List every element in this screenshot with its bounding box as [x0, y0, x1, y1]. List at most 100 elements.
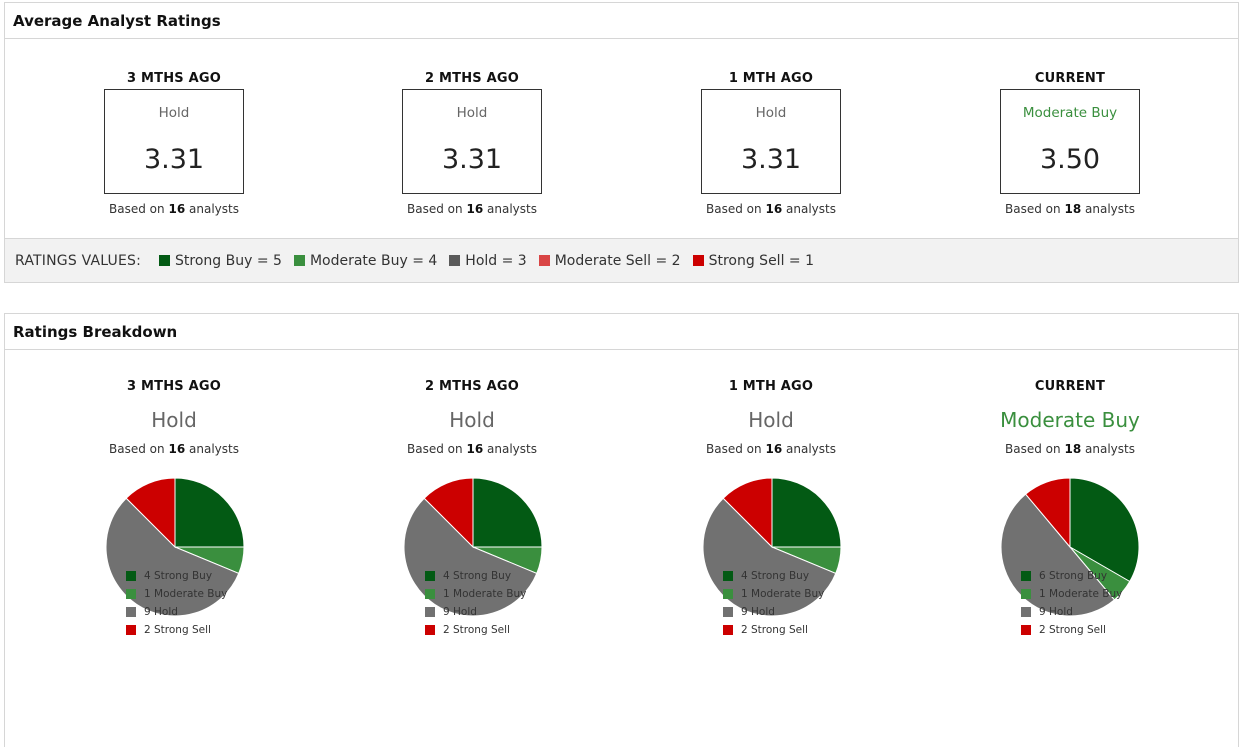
pie-legend-item: 1 Moderate Buy: [1021, 585, 1122, 603]
pie-slice-strong-buy[interactable]: [472, 477, 543, 548]
avg-rating-box: Hold 3.31: [402, 89, 542, 194]
pie-slice-strong-buy[interactable]: [174, 477, 245, 548]
pie-legend-item: 4 Strong Buy: [425, 567, 526, 585]
swatch-icon: [425, 625, 435, 635]
pie-legend-item: 6 Strong Buy: [1021, 567, 1122, 585]
ratings-breakdown-panel: Ratings Breakdown 3 MTHS AGO Hold Based …: [4, 313, 1239, 747]
pie-chart-3-months: [105, 477, 245, 617]
pie-slice-strong-buy[interactable]: [771, 477, 842, 548]
avg-period-label: 1 MTH AGO: [728, 71, 814, 86]
avg-rating-label: Hold: [755, 105, 787, 121]
brk-rating-label: Moderate Buy: [1000, 408, 1140, 432]
pie-chart-1-month: [702, 477, 842, 617]
swatch-icon: [159, 255, 171, 266]
brk-col-2-months: 2 MTHS AGO Hold Based on 16 analysts: [352, 379, 592, 456]
pie-legend-item: 2 Strong Sell: [1021, 621, 1122, 639]
pie-legend-item: 4 Strong Buy: [126, 567, 227, 585]
avg-rating-value: 3.31: [740, 144, 802, 175]
avg-based-on: Based on 16 analysts: [706, 202, 836, 216]
pie-legend-1-month: 4 Strong Buy 1 Moderate Buy 9 Hold 2 Str…: [723, 567, 824, 639]
pie-slice-strong-sell[interactable]: [722, 477, 773, 549]
swatch-icon: [723, 625, 733, 635]
avg-rating-value: 3.50: [1039, 144, 1101, 175]
average-ratings-title: Average Analyst Ratings: [5, 3, 1238, 39]
pie-legend-item: 2 Strong Sell: [723, 621, 824, 639]
brk-based-on: Based on 18 analysts: [1005, 442, 1135, 456]
brk-col-current: CURRENT Moderate Buy Based on 18 analyst…: [950, 379, 1190, 456]
swatch-icon: [126, 607, 136, 617]
legend-strong-sell: Strong Sell = 1: [692, 253, 814, 269]
swatch-icon: [126, 625, 136, 635]
swatch-icon: [692, 255, 704, 266]
avg-col-3-months: 3 MTHS AGO Hold 3.31 Based on 16 analyst…: [64, 71, 284, 216]
pie-slice-hold[interactable]: [1000, 493, 1116, 617]
legend-moderate-sell: Moderate Sell = 2: [538, 253, 681, 269]
brk-period-label: 1 MTH AGO: [728, 379, 814, 394]
pie-slice-hold[interactable]: [105, 497, 240, 617]
brk-col-1-month: 1 MTH AGO Hold Based on 16 analysts: [651, 379, 891, 456]
pie-slice-hold[interactable]: [702, 497, 837, 617]
brk-based-on: Based on 16 analysts: [407, 442, 537, 456]
pie-slice-strong-sell[interactable]: [423, 477, 474, 549]
brk-rating-label: Hold: [449, 408, 495, 432]
pie-legend-2-months: 4 Strong Buy 1 Moderate Buy 9 Hold 2 Str…: [425, 567, 526, 639]
pie-svg: [1000, 477, 1140, 617]
pie-slice-strong-sell[interactable]: [1024, 477, 1071, 549]
swatch-icon: [425, 607, 435, 617]
pie-chart-current: [1000, 477, 1140, 617]
avg-period-label: 2 MTHS AGO: [425, 71, 519, 86]
pie-legend-item: 1 Moderate Buy: [425, 585, 526, 603]
swatch-icon: [723, 571, 733, 581]
brk-period-label: 2 MTHS AGO: [425, 379, 519, 394]
brk-based-on: Based on 16 analysts: [109, 442, 239, 456]
brk-period-label: 3 MTHS AGO: [127, 379, 221, 394]
pie-slice-hold[interactable]: [403, 497, 538, 617]
avg-period-label: CURRENT: [1034, 71, 1106, 86]
brk-col-3-months: 3 MTHS AGO Hold Based on 16 analysts: [54, 379, 294, 456]
pie-legend-item: 1 Moderate Buy: [723, 585, 824, 603]
avg-rating-value: 3.31: [441, 144, 503, 175]
pie-legend-item: 9 Hold: [126, 603, 227, 621]
avg-rating-label: Hold: [456, 105, 488, 121]
avg-col-1-month: 1 MTH AGO Hold 3.31 Based on 16 analysts: [661, 71, 881, 216]
swatch-icon: [538, 255, 550, 266]
avg-rating-box: Hold 3.31: [701, 89, 841, 194]
avg-rating-label: Moderate Buy: [1022, 105, 1118, 121]
swatch-icon: [425, 589, 435, 599]
legend-moderate-buy: Moderate Buy = 4: [293, 253, 437, 269]
swatch-icon: [723, 607, 733, 617]
avg-based-on: Based on 16 analysts: [407, 202, 537, 216]
swatch-icon: [1021, 589, 1031, 599]
pie-legend-3-months: 4 Strong Buy 1 Moderate Buy 9 Hold 2 Str…: [126, 567, 227, 639]
pie-legend-item: 1 Moderate Buy: [126, 585, 227, 603]
pie-legend-item: 9 Hold: [425, 603, 526, 621]
legend-strong-buy: Strong Buy = 5: [159, 253, 282, 269]
swatch-icon: [723, 589, 733, 599]
avg-based-on: Based on 18 analysts: [1005, 202, 1135, 216]
swatch-icon: [293, 255, 305, 266]
swatch-icon: [449, 255, 461, 266]
pie-svg: [105, 477, 245, 617]
avg-col-current: CURRENT Moderate Buy 3.50 Based on 18 an…: [960, 71, 1180, 216]
swatch-icon: [425, 571, 435, 581]
ratings-breakdown-title: Ratings Breakdown: [5, 314, 1238, 350]
swatch-icon: [1021, 625, 1031, 635]
swatch-icon: [126, 589, 136, 599]
pie-legend-item: 9 Hold: [1021, 603, 1122, 621]
pie-slice-strong-buy[interactable]: [1069, 477, 1140, 583]
avg-rating-label: Hold: [158, 105, 190, 121]
swatch-icon: [1021, 571, 1031, 581]
pie-legend-item: 2 Strong Sell: [425, 621, 526, 639]
avg-col-2-months: 2 MTHS AGO Hold 3.31 Based on 16 analyst…: [362, 71, 582, 216]
swatch-icon: [126, 571, 136, 581]
swatch-icon: [1021, 607, 1031, 617]
avg-period-label: 3 MTHS AGO: [127, 71, 221, 86]
ratings-values-legend: RATINGS VALUES: Strong Buy = 5 Moderate …: [5, 238, 1238, 282]
pie-slice-strong-sell[interactable]: [125, 477, 176, 549]
pie-legend-item: 2 Strong Sell: [126, 621, 227, 639]
pie-legend-current: 6 Strong Buy 1 Moderate Buy 9 Hold 2 Str…: [1021, 567, 1122, 639]
average-ratings-panel: Average Analyst Ratings 3 MTHS AGO Hold …: [4, 2, 1239, 283]
pie-svg: [403, 477, 543, 617]
avg-rating-box: Moderate Buy 3.50: [1000, 89, 1140, 194]
pie-legend-item: 4 Strong Buy: [723, 567, 824, 585]
